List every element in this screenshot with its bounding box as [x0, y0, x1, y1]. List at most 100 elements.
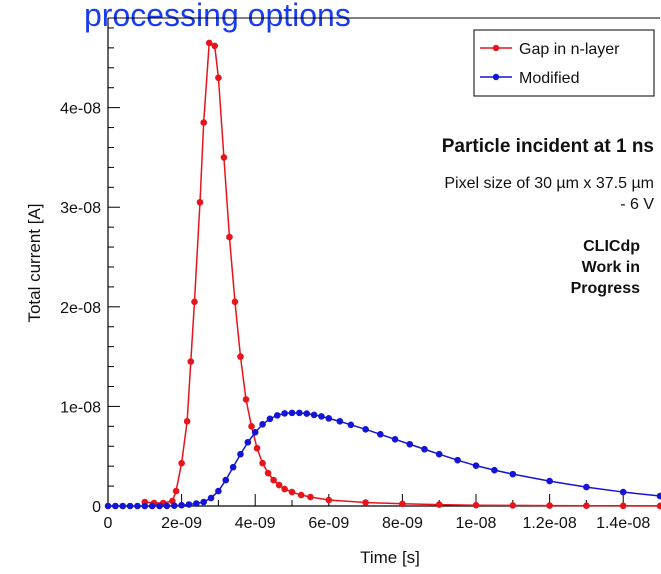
data-point-modified — [509, 470, 517, 478]
data-point-gap-in-n-layer — [205, 39, 213, 47]
data-point-modified — [281, 410, 288, 417]
data-point-modified — [619, 488, 627, 496]
data-point-modified — [259, 421, 266, 428]
data-point-modified — [148, 502, 156, 510]
y-tick-label: 0 — [92, 499, 101, 516]
data-point-gap-in-n-layer — [546, 502, 553, 509]
data-point-gap-in-n-layer — [211, 42, 219, 50]
x-tick-label: 1.2e-08 — [522, 515, 576, 532]
data-point-modified — [237, 450, 244, 458]
data-point-gap-in-n-layer — [242, 396, 250, 403]
y-axis-title: Total current [A] — [25, 203, 44, 322]
data-point-gap-in-n-layer — [281, 485, 288, 493]
data-point-gap-in-n-layer — [259, 459, 266, 467]
data-point-modified — [200, 498, 207, 506]
annotation-progress: Progress — [571, 280, 640, 297]
data-point-modified — [126, 502, 134, 510]
data-point-modified — [472, 462, 480, 469]
data-point-gap-in-n-layer — [297, 491, 305, 499]
x-tick-label: 2e-09 — [161, 515, 202, 532]
data-point-modified — [207, 494, 215, 502]
data-point-gap-in-n-layer — [215, 74, 222, 82]
data-point-gap-in-n-layer — [248, 423, 255, 430]
data-point-gap-in-n-layer — [307, 493, 314, 501]
data-point-gap-in-n-layer — [264, 469, 272, 477]
data-point-modified — [104, 502, 112, 510]
x-tick-label: 6e-09 — [308, 515, 349, 532]
data-point-modified — [222, 476, 230, 484]
legend-label-modified: Modified — [519, 70, 579, 87]
data-point-modified — [119, 502, 127, 510]
y-tick-label: 2e-08 — [60, 300, 101, 317]
data-point-modified — [310, 411, 318, 419]
data-point-modified — [229, 463, 237, 471]
data-point-gap-in-n-layer — [220, 154, 228, 161]
data-point-modified — [244, 438, 252, 446]
data-point-gap-in-n-layer — [399, 500, 406, 508]
series-gap-in-n-layer — [141, 39, 661, 510]
data-point-gap-in-n-layer — [270, 476, 277, 484]
data-point-gap-in-n-layer — [200, 119, 207, 126]
data-point-modified — [362, 426, 369, 433]
x-tick-label: 8e-09 — [382, 515, 423, 532]
annotation-particle-incident: Particle incident at 1 ns — [442, 136, 654, 157]
data-point-gap-in-n-layer — [178, 459, 185, 467]
x-tick-label: 4e-09 — [235, 515, 276, 532]
data-point-gap-in-n-layer — [172, 487, 180, 495]
data-point-gap-in-n-layer — [253, 444, 261, 452]
y-ticks: 0 1e-08 2e-08 3e-08 4e-08 — [60, 27, 120, 516]
data-point-modified — [377, 430, 384, 438]
y-tick-label: 4e-08 — [60, 101, 101, 118]
data-point-modified — [454, 456, 461, 464]
series-line-modified — [108, 412, 661, 507]
data-point-modified — [406, 440, 414, 448]
data-point-modified — [421, 445, 428, 453]
data-point-modified — [170, 502, 178, 510]
annotation-bias-voltage: - 6 V — [620, 196, 654, 213]
data-point-gap-in-n-layer — [325, 496, 333, 504]
data-point-modified — [435, 450, 443, 458]
data-point-modified — [296, 409, 303, 417]
x-ticks: 0 2e-09 4e-09 6e-09 8e-09 1e-08 1.2e-08 1.4e-08 — [104, 494, 650, 532]
x-tick-label: 0 — [104, 515, 113, 532]
legend-marker-gap — [492, 44, 500, 52]
data-point-modified — [163, 502, 171, 510]
data-point-modified — [193, 500, 200, 507]
annotation-work-in: Work in — [582, 259, 640, 276]
data-point-modified — [178, 501, 185, 509]
data-point-gap-in-n-layer — [237, 353, 244, 360]
annotations: Particle incident at 1 ns Pixel size of … — [442, 136, 655, 297]
series-modified — [104, 409, 661, 510]
data-point-gap-in-n-layer — [509, 502, 517, 509]
legend-marker-modified — [492, 73, 500, 81]
legend-box — [473, 29, 655, 97]
data-point-modified — [303, 410, 311, 417]
data-point-modified — [266, 415, 274, 423]
y-tick-label: 1e-08 — [60, 399, 101, 416]
data-point-gap-in-n-layer — [435, 501, 443, 508]
series-layer — [104, 39, 661, 510]
data-point-gap-in-n-layer — [196, 198, 204, 206]
x-tick-label: 1e-08 — [456, 515, 497, 532]
data-point-gap-in-n-layer — [583, 502, 590, 510]
data-point-gap-in-n-layer — [191, 298, 198, 306]
data-point-gap-in-n-layer — [187, 358, 195, 365]
data-point-modified — [656, 492, 661, 500]
data-point-gap-in-n-layer — [226, 233, 233, 241]
data-point-gap-in-n-layer — [288, 488, 296, 496]
data-point-modified — [325, 415, 333, 422]
y-tick-label: 3e-08 — [60, 200, 101, 217]
data-point-modified — [112, 502, 119, 510]
data-point-gap-in-n-layer — [362, 499, 369, 506]
data-point-gap-in-n-layer — [275, 481, 283, 489]
data-point-modified — [491, 466, 498, 474]
data-point-gap-in-n-layer — [472, 501, 480, 509]
page-title: processing options — [84, 0, 351, 33]
data-point-modified — [583, 483, 590, 491]
data-point-modified — [215, 487, 222, 495]
data-point-modified — [318, 413, 325, 420]
x-axis-title: Time [s] — [360, 548, 420, 567]
data-point-gap-in-n-layer — [183, 418, 191, 425]
data-point-modified — [546, 477, 553, 485]
